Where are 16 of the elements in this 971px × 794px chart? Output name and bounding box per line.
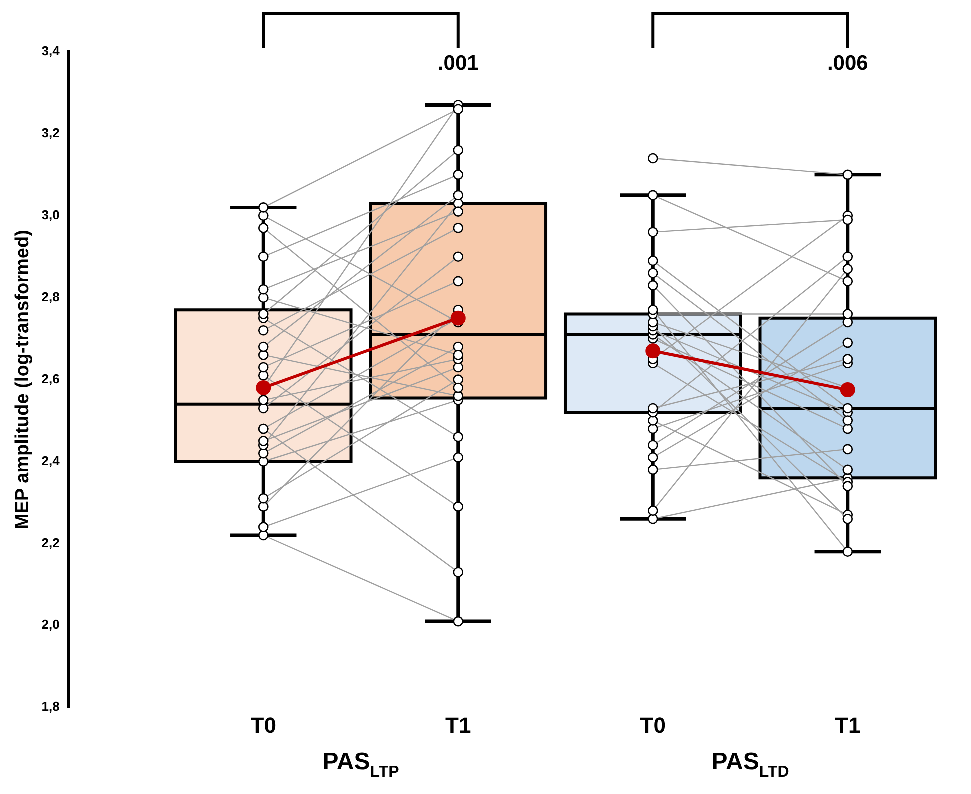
x-tick-label: T1 — [446, 712, 472, 738]
y-tick-label: 2,0 — [42, 617, 60, 632]
y-tick-label: 3,0 — [42, 207, 60, 222]
y-tick-label: 2,8 — [42, 289, 60, 304]
x-tick-label: T0 — [640, 712, 666, 738]
y-tick-label: 2,2 — [42, 535, 60, 550]
annotation: .006 — [827, 52, 868, 75]
y-tick-label: 2,6 — [42, 371, 60, 386]
annotation: .001 — [438, 52, 480, 75]
y-tick-label: 1,8 — [42, 699, 60, 714]
x-tick-label: T1 — [835, 712, 861, 738]
y-tick-label: 3,2 — [42, 126, 60, 141]
y-tick-label: 3,4 — [42, 44, 61, 59]
x-tick-label: T0 — [250, 712, 276, 738]
y-axis-title: MEP amplitude (log-transformed) — [12, 230, 34, 530]
y-tick-label: 2,4 — [42, 453, 61, 468]
